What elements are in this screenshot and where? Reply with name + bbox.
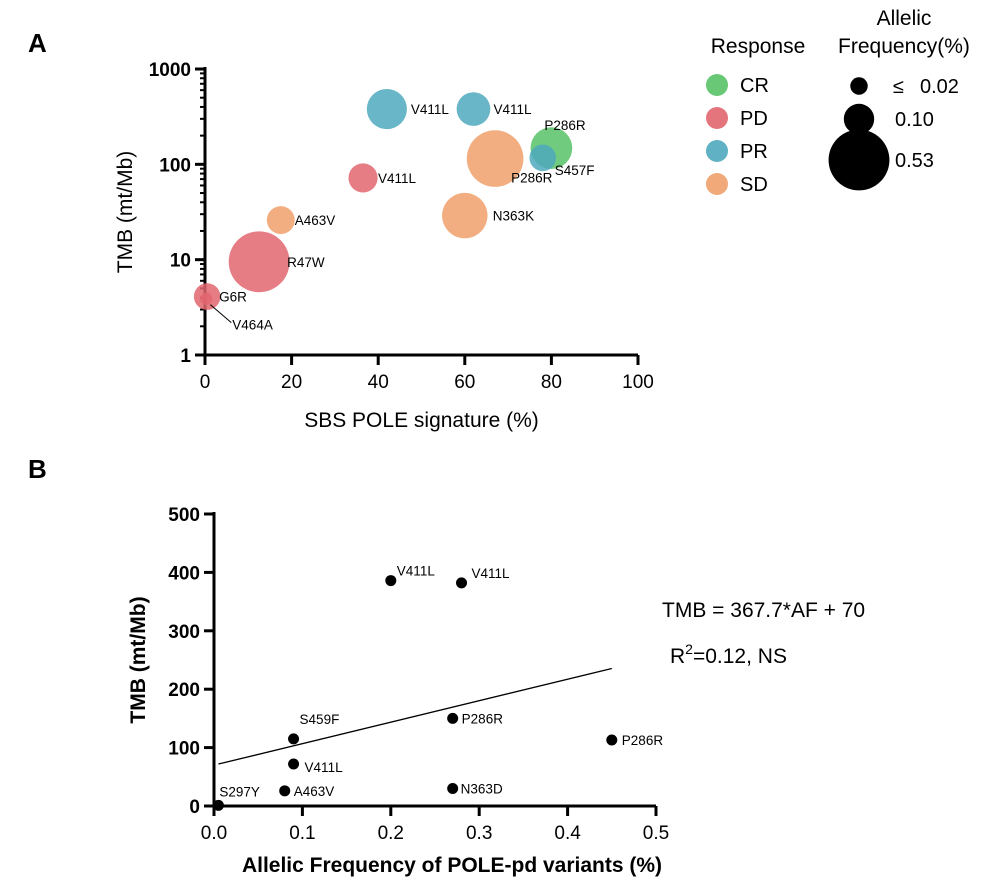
legend-swatch (706, 74, 728, 96)
data-point (288, 733, 300, 745)
data-point (385, 575, 397, 587)
data-point (288, 758, 300, 770)
r-squared-label: R2=0.12, NS (670, 641, 787, 668)
y-axis-title: TMB (mt/Mb) (127, 596, 150, 723)
panel-a-chart: 1 10 100 1000 0 20 40 60 80 100 SBS POLE signature… (114, 60, 654, 432)
data-point (212, 799, 224, 811)
point-label: P286R (462, 711, 504, 726)
y-axis-title: TMB (mt/Mb) (114, 151, 137, 273)
point-label: P286R (511, 171, 553, 186)
x-tick-label: 80 (541, 372, 562, 393)
point-label: S297Y (219, 784, 260, 799)
point-label: V411L (378, 171, 417, 186)
point-label: A463V (295, 213, 336, 228)
point-label: P286R (544, 118, 586, 133)
x-axis-title: SBS POLE signature (%) (304, 409, 539, 432)
legend-label: SD (740, 174, 768, 196)
size-legend-value: 0.02 (920, 76, 959, 98)
point-label: V411L (397, 564, 436, 579)
point-label: S459F (300, 712, 340, 727)
y-tick-label: 10 (170, 251, 191, 272)
x-tick-label: 0.1 (289, 823, 315, 844)
size-legend-value: 0.53 (895, 150, 934, 172)
r-squared-symbol: R (670, 645, 685, 668)
r-squared-superscript: 2 (685, 641, 693, 657)
r-squared-value: =0.12, NS (693, 645, 787, 668)
data-point (456, 92, 491, 126)
legend-swatch (706, 140, 728, 162)
size-legend-swatch (828, 129, 890, 191)
legend-label: PD (740, 108, 768, 130)
data-point (266, 206, 295, 235)
size-legend-swatch (850, 77, 868, 95)
regression-line (218, 667, 612, 765)
y-tick-label: 500 (168, 505, 200, 526)
point-label: V411L (305, 760, 344, 775)
point-label: R47W (287, 255, 325, 270)
panel-label-a: A (28, 28, 47, 58)
data-point (228, 231, 290, 293)
size-legend-title: Frequency(%) (838, 35, 970, 58)
point-label: V411L (411, 102, 450, 117)
data-point (348, 163, 378, 193)
y-tick-label: 300 (168, 622, 200, 643)
leader-line (209, 304, 232, 324)
data-point (200, 292, 213, 305)
x-tick-label: 100 (622, 372, 654, 393)
point-label: P286R (622, 733, 664, 748)
point-label: N363K (493, 209, 534, 224)
data-point (466, 130, 524, 187)
point-label: A463V (294, 784, 335, 799)
point-label: V411L (493, 102, 532, 117)
y-tick-label: 1000 (149, 60, 191, 81)
point-label: V411L (472, 566, 511, 581)
legend-swatch (706, 173, 728, 195)
y-tick-label: 100 (168, 739, 200, 760)
x-tick-label: 0.4 (554, 823, 581, 844)
x-tick-label: 0.2 (378, 823, 404, 844)
point-label: G6R (219, 290, 247, 305)
x-tick-label: 0 (200, 372, 211, 393)
point-label: S457F (555, 163, 595, 178)
y-tick-label: 0 (189, 797, 200, 818)
y-tick-label: 200 (168, 680, 200, 701)
x-tick-label: 20 (281, 372, 302, 393)
x-tick-label: 0.3 (466, 823, 492, 844)
size-legend-value: 0.10 (895, 109, 934, 131)
legend-label: PR (740, 141, 768, 163)
size-legend-title: Allelic (877, 7, 932, 30)
y-tick-label: 100 (159, 155, 191, 176)
data-point (529, 144, 557, 172)
y-tick-label: 400 (168, 563, 200, 584)
data-point (366, 89, 407, 130)
legend-label: CR (740, 75, 769, 97)
point-label: N363D (461, 781, 503, 796)
legend-swatch (706, 107, 728, 129)
data-point (279, 785, 291, 797)
data-point (456, 577, 468, 589)
x-axis-title: Allelic Frequency of POLE-pd variants (%… (242, 854, 662, 877)
color-legend-title: Response (711, 35, 806, 58)
data-point (447, 782, 459, 794)
data-point (606, 734, 618, 746)
x-tick-label: 40 (368, 372, 389, 393)
panel-label-b: B (28, 454, 47, 484)
point-label: V464A (232, 318, 273, 333)
x-tick-label: 60 (454, 372, 475, 393)
panel-b-chart: 0 100 200 300 400 500 0.0 0.1 0.2 0.3 0.4 0.5 Alleli… (127, 505, 865, 877)
x-tick-label: 0.0 (201, 823, 227, 844)
panel-a-legends: Response CR PD PR SD Allelic Frequency(%) ≤ 0.02… (706, 7, 970, 196)
x-tick-label: 0.5 (643, 823, 669, 844)
data-point (447, 712, 459, 724)
y-tick-label: 1 (180, 346, 191, 367)
regression-equation: TMB = 367.7*AF + 70 (662, 599, 865, 622)
data-point (442, 192, 488, 239)
size-legend-symbol: ≤ (893, 76, 904, 98)
size-legend-swatch (843, 103, 875, 135)
